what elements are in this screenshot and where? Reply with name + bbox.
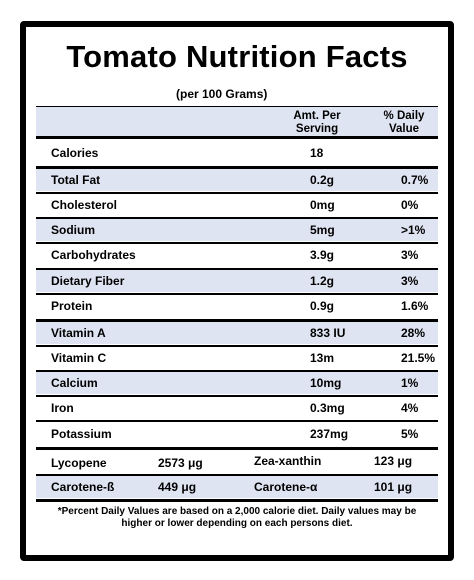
divider (36, 319, 438, 322)
divider (36, 136, 438, 139)
table-row: Total Fat 0.2g 0.7% (36, 169, 438, 191)
table-row: Protein 0.9g 1.6% (51, 299, 429, 313)
table-row: Vitamin C 13m 21.5% (51, 351, 436, 365)
header-shading (36, 107, 438, 136)
table-row: Potassium 237mg 5% (51, 427, 419, 441)
divider (36, 106, 438, 108)
divider (36, 217, 438, 219)
divider (36, 420, 438, 422)
pigment-row: Carotene-ß 449 μg Carotene-α 101 μg (36, 476, 438, 498)
nutrition-facts-card: Tomato Nutrition Facts (per 100 Grams) A… (20, 21, 454, 561)
amount-header: Amt. Per Serving (293, 110, 341, 135)
table-row: Iron 0.3mg 4% (51, 401, 419, 415)
table-row: Calcium 10mg 1% (36, 372, 438, 394)
divider (36, 474, 438, 476)
table-row: Calories 18 (51, 146, 324, 160)
daily-value-header: % Daily Value (383, 110, 425, 135)
table-row: Dietary Fiber 1.2g 3% (36, 270, 438, 292)
divider (36, 242, 438, 244)
divider (36, 447, 438, 450)
divider (36, 395, 438, 397)
divider (36, 192, 438, 194)
footnote: *Percent Daily Values are based on a 2,0… (57, 506, 417, 529)
divider (36, 293, 438, 295)
serving-size: (per 100 Grams) (176, 87, 268, 101)
page-title: Tomato Nutrition Facts (66, 39, 408, 74)
divider (36, 370, 438, 372)
divider (36, 499, 438, 502)
divider (36, 345, 438, 347)
table-row: Carbohydrates 3.9g 3% (51, 248, 419, 262)
table-row: Sodium 5mg >1% (36, 219, 438, 241)
table-row: Cholesterol 0mg 0% (51, 198, 419, 212)
pigment-row: Lycopene 2573 μg Zea-xanthin 123 μg (51, 454, 413, 470)
divider (36, 166, 438, 169)
divider (36, 268, 438, 270)
table-row: Vitamin A 833 IU 28% (36, 322, 438, 344)
